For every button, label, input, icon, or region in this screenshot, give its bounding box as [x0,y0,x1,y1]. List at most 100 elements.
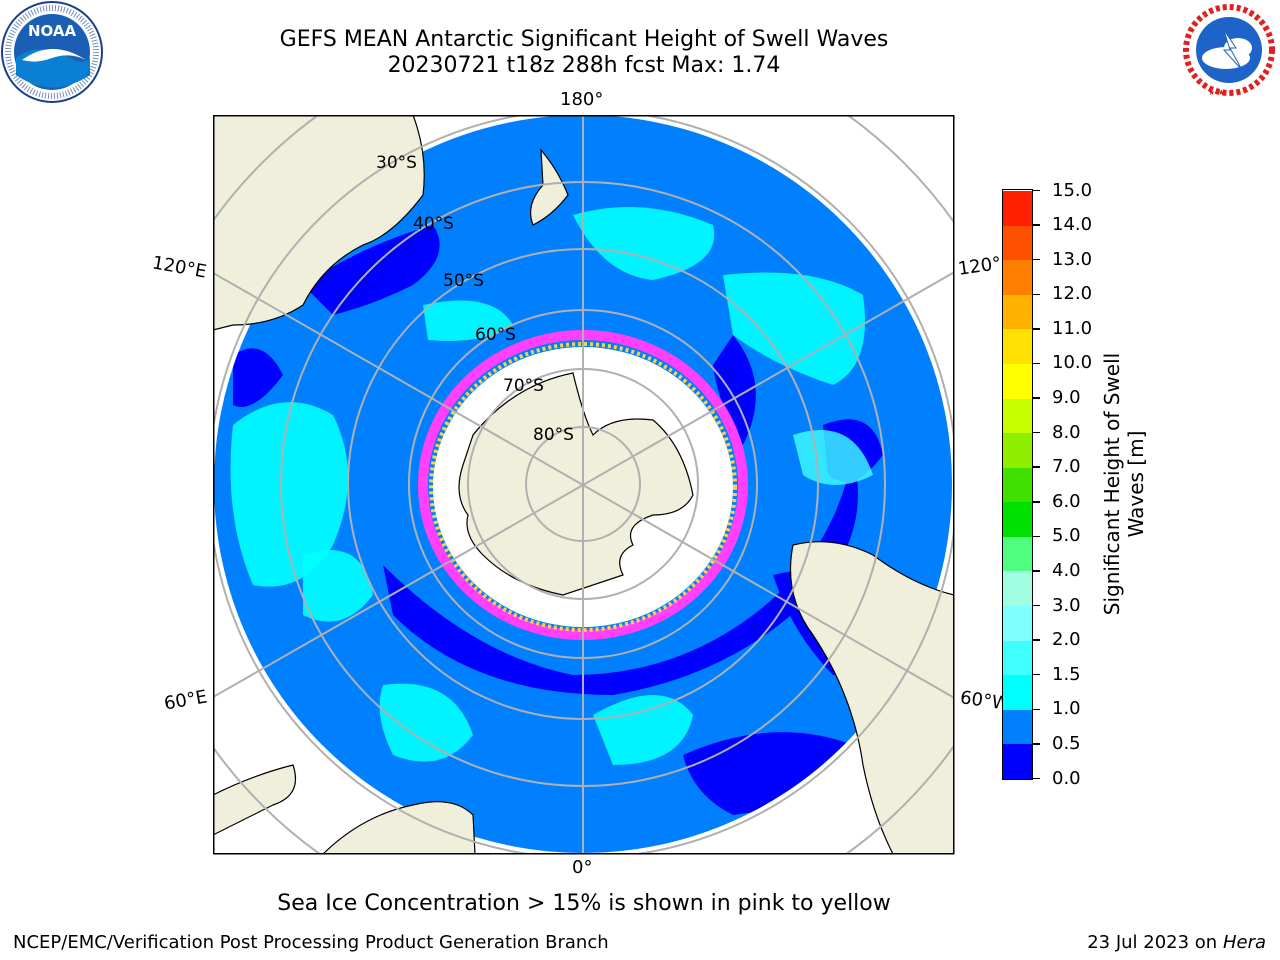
lon-label-120w: 120°W [956,253,1002,280]
colorbar-block [1003,743,1032,779]
colorbar-tick-label: 1.0 [1052,698,1081,720]
lat-label-70s: 70°S [503,376,544,396]
colorbar-block [1003,570,1032,607]
colorbar-tick-label: 13.0 [1052,248,1093,270]
colorbar-tick-mark [1033,328,1040,330]
madagascar-landmass [213,764,297,836]
colorbar-tick-label: 3.0 [1052,594,1081,616]
colorbar-tick-label: 6.0 [1052,490,1081,512]
lon-label-180: 180° [560,89,604,110]
colorbar-block [1003,294,1032,330]
colorbar-tick-mark [1033,431,1040,434]
colorbar-tick-mark [1033,293,1040,295]
lat-label-40s: 40°S [413,214,454,234]
nws-logo: ★ ★ ★ [1183,4,1275,97]
swell-patch-bottom [379,683,473,762]
lat-label-60s: 60°S [475,325,516,345]
colorbar-tick-mark [1033,258,1040,261]
colorbar-block [1003,467,1032,503]
colorbar-block [1003,432,1032,468]
meridians [213,115,954,854]
colorbar-tick-mark [1033,639,1040,641]
colorbar-block [1003,605,1032,641]
new-zealand-landmass [530,148,569,226]
swell-patch-left [230,402,348,587]
colorbar-tick-label: 2.0 [1052,629,1081,651]
noaa-logo: NOAA [1,1,103,103]
colorbar-block [1003,259,1032,295]
colorbar-block [1003,709,1032,745]
colorbar-tick-mark [1033,535,1040,538]
colorbar-tick-mark [1033,743,1040,745]
africa-landmass [322,801,476,854]
colorbar-label-line2: Waves [m] [1124,430,1148,538]
colorbar-tick-label: 9.0 [1052,387,1081,409]
low-swell-region-upper-left [303,225,440,315]
low-swell-region-ring [383,455,858,695]
swell-patch-lower-left [303,550,373,622]
colorbar-block [1003,536,1032,572]
colorbar-label-line1: Significant Height of Swell [1100,352,1124,616]
colorbar-tick-mark [1033,570,1040,572]
colorbar-tick-label: 12.0 [1052,283,1093,305]
svg-text:NOAA: NOAA [28,22,77,40]
colorbar-tick-label: 14.0 [1052,214,1093,236]
colorbar-label: Significant Height of Swell Waves [m] [1100,353,1150,615]
lat-label-50s: 50°S [443,271,484,291]
polar-map: 30°S 40°S 50°S 60°S 70°S 80°S [213,115,955,855]
south-america-landmass [789,541,954,854]
colorbar-tick-mark [1033,708,1040,711]
low-swell-region-left [233,348,283,407]
colorbar-tick-mark [1033,189,1040,192]
swell-patch-right [793,430,873,485]
colorbar-tick-mark [1033,397,1040,399]
svg-text:★ ★ ★: ★ ★ ★ [1208,88,1235,97]
colorbar-block [1003,225,1032,261]
colorbar-tick-mark [1033,501,1040,503]
colorbar-tick-label: 5.0 [1052,525,1081,547]
colorbar-block [1003,640,1032,676]
low-swell-region-bottom-right [683,732,853,815]
footer-right: 23 Jul 2023 on Hera [1087,932,1266,953]
swell-patch-bottom-center [593,695,693,765]
colorbar-tick-label: 4.0 [1052,559,1081,581]
footer-date: 23 Jul 2023 on [1087,932,1223,953]
colorbar-block [1003,674,1032,710]
lon-label-120e: 120°E [150,252,209,283]
lat-label-30s: 30°S [376,153,417,173]
footer-left: NCEP/EMC/Verification Post Processing Pr… [13,932,609,953]
colorbar-tick-label: 0.5 [1052,732,1081,754]
colorbar-tick-label: 11.0 [1052,317,1093,339]
colorbar-block [1003,190,1032,226]
colorbar-tick-mark [1033,466,1040,468]
footer-host: Hera [1222,932,1266,953]
colorbar-tick-label: 10.0 [1052,352,1093,374]
colorbar-block [1003,398,1032,434]
swell-patch-top [573,207,715,280]
colorbar-tick-label: 8.0 [1052,421,1081,443]
colorbar-tick-label: 1.5 [1052,663,1081,685]
colorbar-tick-mark [1033,777,1040,780]
lon-label-0: 0° [572,857,593,878]
lon-label-60e: 60°E [162,686,209,715]
sea-ice-caption: Sea Ice Concentration > 15% is shown in … [277,891,891,916]
colorbar [1002,189,1033,780]
australia-landmass [213,115,425,331]
colorbar-tick-label: 0.0 [1052,767,1081,789]
title-line-1: GEFS MEAN Antarctic Significant Height o… [279,27,889,52]
colorbar-block [1003,501,1032,537]
lat-label-80s: 80°S [533,425,574,445]
colorbar-tick-mark [1033,673,1040,676]
colorbar-tick-mark [1033,362,1040,365]
title-line-2: 20230721 t18z 288h fcst Max: 1.74 [387,53,781,78]
colorbar-tick-label: 15.0 [1052,179,1093,201]
swell-patch-upper-right [723,272,865,385]
colorbar-tick-mark [1033,224,1040,226]
low-swell-region-right [713,335,756,445]
lon-label-60w: 60°W [958,687,1004,714]
colorbar-block [1003,363,1032,399]
swell-patch-upper-mid [423,300,513,341]
colorbar-block [1003,328,1032,364]
colorbar-tick-label: 7.0 [1052,456,1081,478]
colorbar-tick-mark [1033,604,1040,607]
